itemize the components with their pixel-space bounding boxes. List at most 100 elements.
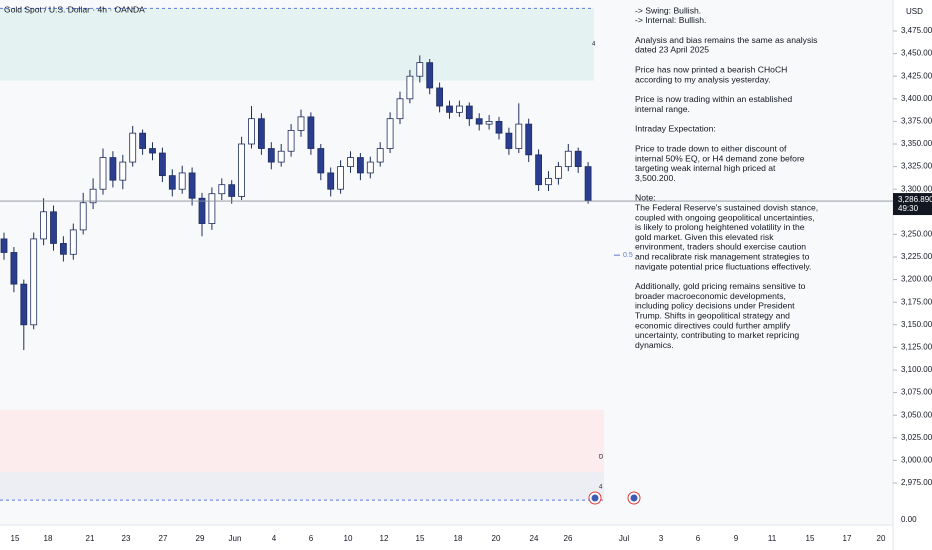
- y-tick-label: 3,125.000: [901, 343, 932, 352]
- candle-body: [505, 132, 513, 149]
- candle-body: [555, 166, 562, 179]
- y-tick-label: 3,325.000: [901, 162, 932, 171]
- price-label-bg: [893, 193, 932, 216]
- current-price-label: 3,286.890: [898, 195, 932, 204]
- candle-body: [515, 123, 523, 149]
- zone: [0, 472, 604, 501]
- candle-body: [188, 172, 196, 199]
- y-tick-label: 3,425.000: [901, 71, 932, 80]
- y-tick-label: 3,375.000: [901, 117, 932, 126]
- candle-body: [495, 121, 503, 134]
- annotation-line: according to my analysis yesterday.: [635, 74, 771, 84]
- candle-body: [396, 98, 404, 120]
- annotation-line: -> Internal: Bullish.: [635, 15, 706, 25]
- y-tick-label: 3,400.000: [901, 94, 932, 103]
- annotation-line: Price has now printed a bearish CHoCH: [635, 64, 787, 74]
- y-tick-label: 3,150.000: [901, 320, 932, 329]
- candle-body: [149, 148, 156, 154]
- candle-body: [30, 238, 38, 326]
- candle-body: [168, 175, 176, 190]
- x-tick-label: 3: [659, 534, 664, 543]
- candle-body: [248, 118, 255, 145]
- x-tick-label: 12: [380, 534, 389, 543]
- y-tick-label: 3,250.000: [901, 230, 932, 239]
- annotation-line: Price to trade down to either discount o…: [635, 143, 787, 153]
- x-tick-label: Jun: [229, 534, 242, 543]
- candle-body: [525, 123, 533, 156]
- x-tick-label: 21: [86, 534, 95, 543]
- y-tick-label: 3,300.000: [901, 184, 932, 193]
- candle-body: [99, 157, 107, 190]
- annotation-line: targeting weak internal high priced at: [635, 163, 776, 173]
- candle-body: [535, 154, 542, 186]
- x-tick-label: Jul: [619, 534, 629, 543]
- x-tick-label: 18: [454, 534, 463, 543]
- candle-body: [238, 143, 246, 197]
- x-tick-label: 11: [768, 534, 777, 543]
- y-tick-label: 3,350.000: [901, 139, 932, 148]
- candle-body: [50, 211, 57, 244]
- x-tick-label: 6: [696, 534, 701, 543]
- x-tick-label: 23: [122, 534, 131, 543]
- candle-body: [317, 148, 325, 174]
- x-tick-label: 17: [843, 534, 852, 543]
- candle-body: [376, 148, 384, 163]
- candle-body: [208, 193, 216, 224]
- y-tick-label: 3,175.000: [901, 297, 932, 306]
- candle-body: [574, 150, 582, 167]
- annotation-line: -> Swing: Bullish.: [635, 5, 701, 15]
- annotation-line: Trump. Shifts in geopolitical strategy a…: [635, 310, 790, 320]
- x-tick-label: 4: [272, 534, 277, 543]
- eq-level-label: 0.5: [623, 252, 633, 259]
- annotation-line: including policy decisions under Preside…: [635, 301, 795, 311]
- candle-body: [0, 238, 8, 253]
- candle-body: [297, 116, 305, 131]
- candle-body: [60, 243, 67, 255]
- candle-body: [426, 62, 434, 89]
- annotation-line: dynamics.: [635, 340, 674, 350]
- candle-body: [198, 197, 206, 224]
- candle-body: [366, 161, 374, 174]
- annotation-line: Analysis and bias remains the same as an…: [635, 35, 817, 45]
- bottom-axis-label: 0.00: [901, 515, 917, 524]
- candle-body: [109, 157, 117, 181]
- y-tick-label: 3,075.000: [901, 388, 932, 397]
- candle-body: [277, 150, 285, 163]
- annotation-line: 3,500.200.: [635, 173, 676, 183]
- y-tick-label: 3,475.000: [901, 26, 932, 35]
- y-tick-label: 3,200.000: [901, 275, 932, 284]
- x-tick-label: 18: [44, 534, 53, 543]
- annotation-line: is likely to prolong heightened volatili…: [635, 222, 805, 232]
- candle-body: [337, 166, 345, 190]
- candle-body: [40, 211, 47, 240]
- candle-body: [436, 87, 444, 107]
- zone: [0, 8, 594, 81]
- candle-body: [455, 105, 463, 113]
- zone-marker: 4: [592, 42, 596, 48]
- candle-body: [406, 75, 414, 100]
- candle-body: [545, 177, 552, 186]
- candle-body: [347, 157, 354, 167]
- x-tick-label: 15: [11, 534, 20, 543]
- annotation-line: economic directives could further amplif…: [635, 320, 791, 330]
- x-tick-label: 10: [344, 534, 353, 543]
- candle-body: [564, 150, 572, 167]
- candle-body: [327, 172, 335, 190]
- x-tick-label: 24: [530, 534, 539, 543]
- candle-body: [139, 132, 147, 149]
- annotation-line: Price is now trading within an establish…: [635, 94, 792, 104]
- x-tick-label: 20: [877, 534, 886, 543]
- x-tick-label: 15: [806, 534, 815, 543]
- x-tick-label: 15: [416, 534, 425, 543]
- candle-body: [89, 188, 97, 204]
- currency: USD: [906, 7, 923, 16]
- candle-body: [356, 157, 364, 174]
- candle-body: [465, 105, 473, 120]
- zone-marker: 4: [599, 485, 603, 491]
- annotation-line: Note:: [635, 193, 656, 203]
- y-tick-label: 2,975.000: [901, 478, 932, 487]
- candle-body: [485, 121, 493, 125]
- candle-body: [446, 105, 453, 113]
- y-tick-label: 3,100.000: [901, 365, 932, 374]
- candle-body: [69, 229, 77, 255]
